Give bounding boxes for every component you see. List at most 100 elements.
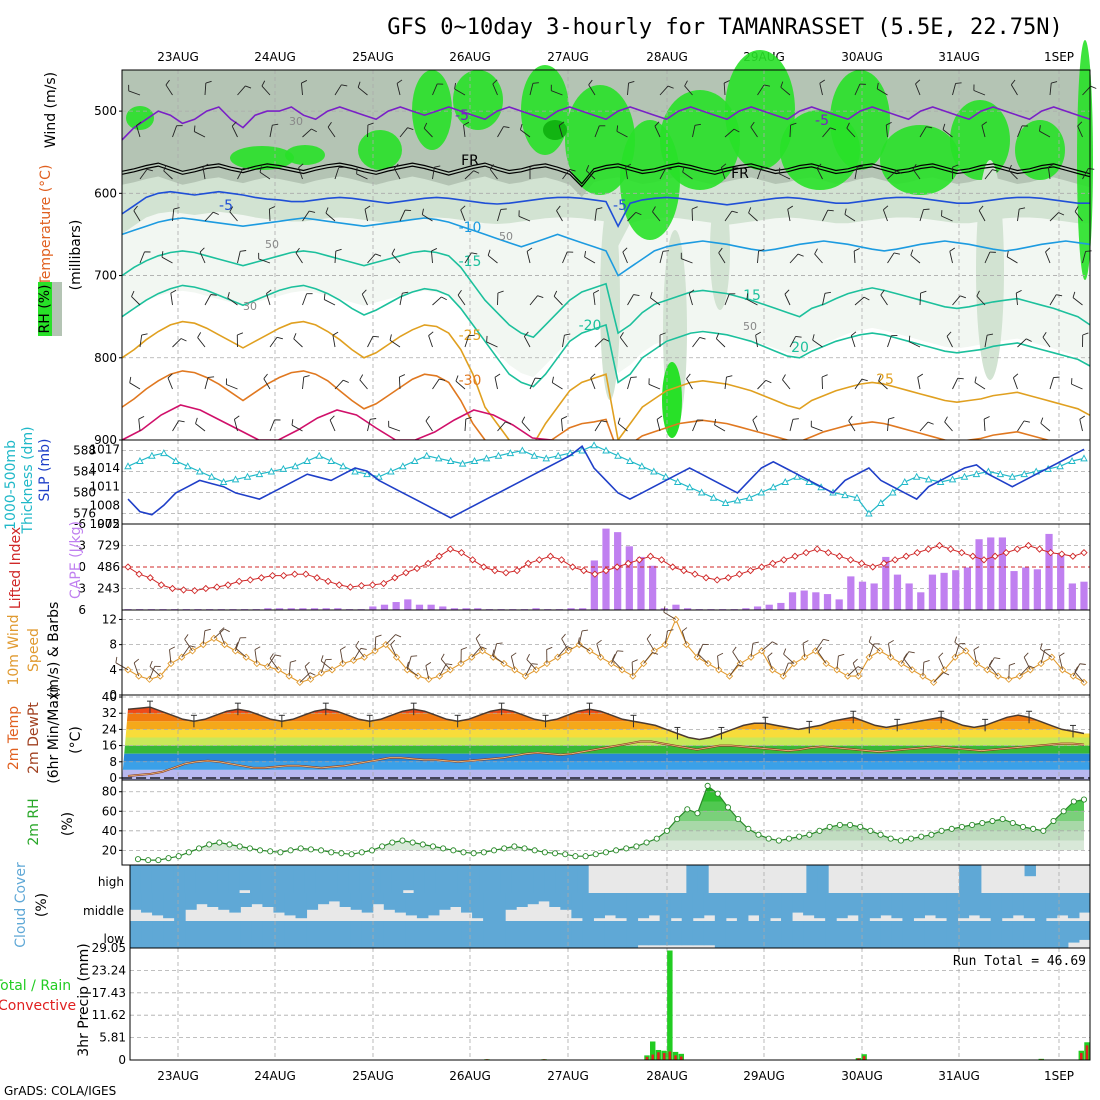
wind-barb	[1058, 212, 1065, 216]
precip-conv-bar	[680, 1056, 683, 1060]
cloud-cell-low	[295, 921, 308, 948]
cloud-cell	[339, 893, 352, 907]
wind-barb	[1017, 338, 1027, 348]
li-marker	[846, 556, 855, 564]
li-marker	[657, 556, 666, 564]
wind-barb	[635, 211, 642, 216]
wind-barb	[949, 247, 956, 252]
li-marker	[468, 556, 477, 564]
wind-barb	[882, 209, 888, 222]
wind-barb	[237, 168, 244, 180]
rh2m-marker	[155, 857, 162, 864]
wind-barb	[821, 374, 828, 378]
y-tick-slp: 1011	[89, 480, 120, 494]
wind-barb	[659, 85, 669, 96]
thickness-marker	[865, 509, 873, 517]
li-marker	[602, 566, 610, 575]
surface-wind-barb	[115, 656, 118, 663]
cloud-cell	[555, 865, 567, 893]
cloud-cell	[402, 865, 415, 891]
wind-barb	[789, 253, 799, 264]
wind-barb	[302, 210, 310, 222]
wind-barb	[780, 86, 791, 96]
date-label-top: 25AUG	[352, 50, 394, 64]
surface-wind-barb	[922, 662, 925, 677]
thickness-marker	[960, 472, 969, 480]
surface-wind-barb	[681, 627, 688, 632]
wind-barb	[234, 415, 240, 420]
wind-barb	[1047, 167, 1051, 180]
cloud-cell-low	[670, 921, 683, 946]
li-marker	[1058, 550, 1066, 558]
rh2m-marker	[857, 823, 864, 830]
wind-barb	[1039, 130, 1051, 138]
wind-barb	[625, 163, 632, 168]
y-tick-label: 32	[102, 706, 117, 720]
wind-barb	[428, 335, 433, 348]
cloud-cell	[304, 865, 316, 893]
slp-line	[127, 444, 1085, 519]
wind-barb	[396, 79, 403, 84]
cloud-cell-low	[725, 921, 738, 948]
surface-wind-barb	[954, 636, 958, 643]
rh2m-marker	[429, 843, 437, 850]
wind-barb	[896, 170, 902, 174]
rh2m-marker	[694, 810, 701, 817]
wind-barb	[617, 423, 628, 432]
rh2m-marker	[195, 845, 203, 852]
li-marker	[802, 549, 810, 557]
wind-barb	[594, 125, 600, 138]
cloud-cell-low	[438, 921, 451, 948]
wind-speed-marker	[575, 640, 583, 649]
cloud-cell	[391, 865, 404, 893]
wind-barb	[1010, 79, 1016, 85]
wind-barb	[724, 293, 730, 306]
wind-barb	[780, 81, 784, 88]
li-marker	[1047, 549, 1055, 557]
cloud-cell-low	[361, 921, 374, 948]
surface-wind-barb	[531, 663, 538, 665]
cloud-cell-low	[836, 921, 848, 948]
wind-speed-marker	[199, 640, 207, 649]
wind-barb	[915, 83, 921, 96]
rh-high-core	[950, 100, 1010, 180]
wind-barb	[1049, 294, 1057, 306]
surface-wind-barb	[1040, 648, 1053, 658]
cloud-cell	[468, 865, 480, 893]
y-tick-thickness: 580	[73, 486, 96, 500]
rh2m-marker	[714, 790, 721, 797]
wind-barb	[389, 334, 392, 341]
date-label-bottom: 1SEP	[1044, 1069, 1074, 1083]
surface-wind-barb	[1023, 657, 1031, 671]
wind-speed-marker	[371, 647, 379, 655]
cloud-cell	[626, 893, 639, 921]
cloud-cell	[427, 893, 440, 916]
surface-wind-barb	[1040, 649, 1046, 664]
rh2m-marker	[816, 827, 823, 834]
temp-band	[122, 769, 1090, 780]
surface-wind-barb	[406, 661, 409, 668]
y-tick-slp: 1017	[89, 442, 120, 456]
wind-barb	[399, 209, 406, 222]
rh2m-marker	[307, 846, 314, 853]
date-label-bottom: 24AUG	[254, 1069, 296, 1083]
isotherm-label: -25	[459, 328, 482, 344]
wind-barb	[357, 87, 368, 96]
cloud-cell	[424, 865, 436, 893]
thickness-marker	[709, 493, 718, 501]
wind-barb	[746, 293, 749, 300]
wind-barb	[724, 128, 735, 138]
surface-wind-barb	[954, 643, 960, 658]
cloud-cell	[348, 865, 360, 893]
temp-band	[122, 713, 1090, 722]
y-tick-label: 40	[102, 690, 117, 704]
wind-barb	[324, 299, 336, 306]
surface-wind-barb	[149, 666, 156, 680]
cloud-cell	[806, 865, 818, 893]
cloud-cell-low	[516, 921, 528, 948]
wind-barb	[601, 420, 608, 423]
wind-barb	[139, 335, 143, 348]
cloud-cell-low	[317, 921, 330, 948]
wind-barb	[529, 377, 536, 390]
cloud-cell-low	[383, 921, 396, 948]
